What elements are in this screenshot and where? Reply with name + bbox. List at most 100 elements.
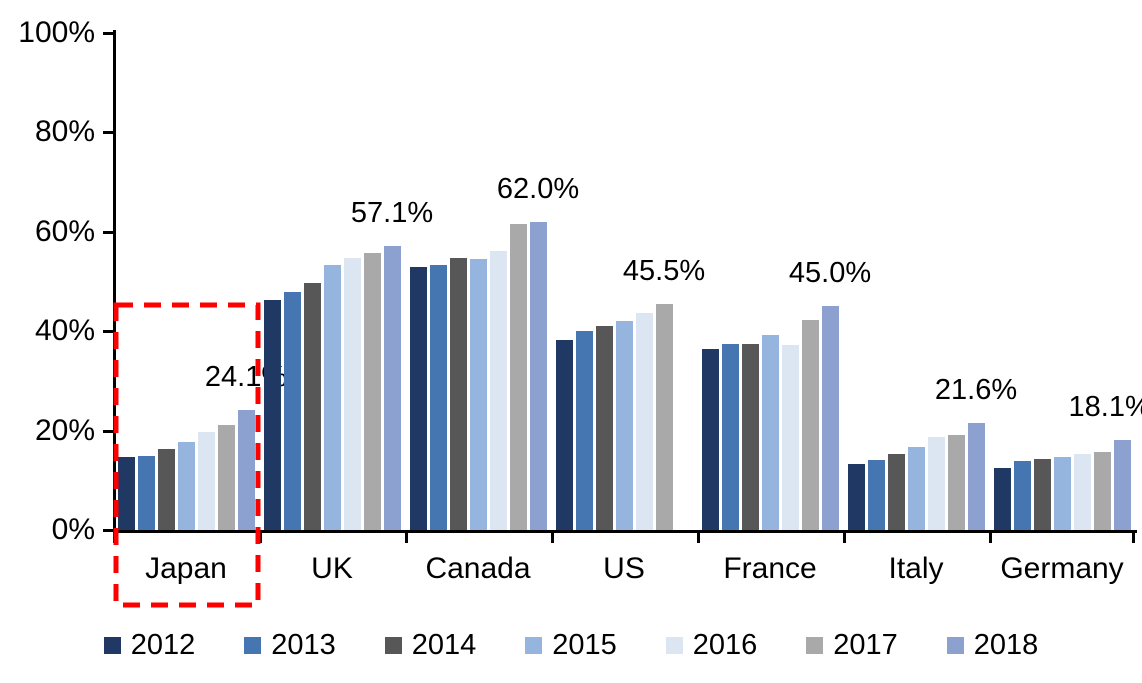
bar-uk-2015 — [323, 264, 341, 530]
data-label-uk: 57.1% — [350, 197, 434, 230]
data-label-canada: 62.0% — [496, 172, 580, 205]
legend-label-2012: 2012 — [130, 629, 196, 661]
bar-japan-2017 — [217, 424, 235, 530]
y-axis-tick — [103, 529, 114, 532]
legend-swatch-2014 — [384, 637, 402, 654]
bar-france-2014 — [741, 343, 759, 530]
legend-label-2013: 2013 — [271, 629, 336, 661]
bar-canada-2012 — [409, 267, 427, 530]
data-label-us: 45.5% — [622, 254, 706, 287]
x-axis-tick — [259, 531, 262, 543]
bar-us-2016 — [635, 313, 653, 530]
legend-swatch-2018 — [946, 637, 964, 654]
y-axis-tick-label: 60% — [34, 214, 95, 248]
bar-italy-2018 — [967, 422, 985, 530]
x-axis-tick — [113, 531, 116, 543]
category-label-us: US — [603, 552, 645, 585]
bar-us-2014 — [595, 325, 613, 530]
bar-japan-2016 — [197, 431, 215, 530]
bar-germany-2012 — [993, 467, 1011, 530]
bar-canada-2013 — [429, 264, 447, 530]
bar-japan-2012 — [117, 456, 135, 530]
legend-swatch-2017 — [806, 637, 824, 654]
legend-swatch-2015 — [525, 637, 543, 654]
x-axis-tick — [1132, 531, 1135, 543]
bar-canada-2017 — [509, 224, 527, 530]
y-axis-tick-label: 80% — [34, 115, 95, 149]
bar-germany-2016 — [1073, 454, 1091, 530]
y-axis-tick-label: 100% — [18, 16, 95, 49]
x-axis-line — [113, 530, 1137, 533]
category-label-uk: UK — [311, 552, 353, 585]
x-axis-tick — [697, 531, 700, 543]
legend-label-2016: 2016 — [692, 629, 758, 661]
bar-germany-2015 — [1053, 457, 1071, 530]
category-label-germany: Germany — [1000, 552, 1124, 585]
data-label-italy: 21.6% — [934, 373, 1018, 406]
bar-canada-2016 — [489, 250, 507, 530]
category-label-japan: Japan — [145, 552, 227, 585]
bar-uk-2013 — [283, 292, 301, 530]
bar-france-2017 — [801, 319, 819, 530]
bar-france-2018 — [821, 306, 839, 530]
bar-germany-2017 — [1093, 451, 1111, 530]
legend-label-2014: 2014 — [411, 629, 477, 661]
legend-label-2015: 2015 — [552, 629, 617, 661]
legend-swatch-2013 — [244, 637, 262, 654]
y-axis-line — [113, 30, 116, 533]
bar-us-2015 — [615, 320, 633, 530]
bar-uk-2016 — [343, 257, 361, 530]
bar-us-2012 — [555, 340, 573, 530]
legend-item-2014: 2014 — [384, 629, 477, 662]
bar-us-2013 — [575, 331, 593, 530]
category-label-italy: Italy — [888, 552, 944, 585]
legend-swatch-2012 — [103, 637, 121, 654]
bar-uk-2018 — [383, 246, 401, 530]
y-axis-tick — [103, 32, 114, 35]
legend-swatch-2016 — [665, 637, 683, 654]
data-label-germany: 18.1% — [1068, 391, 1142, 424]
bar-germany-2014 — [1033, 458, 1051, 530]
bar-italy-2014 — [887, 454, 905, 530]
bar-canada-2014 — [449, 257, 467, 530]
legend-item-2016: 2016 — [665, 629, 758, 662]
bar-japan-2013 — [137, 456, 155, 530]
legend-label-2017: 2017 — [833, 629, 898, 661]
bar-canada-2015 — [469, 258, 487, 530]
bar-germany-2013 — [1013, 460, 1031, 530]
legend-item-2017: 2017 — [806, 629, 898, 662]
bar-france-2013 — [721, 343, 739, 530]
bar-japan-2014 — [157, 448, 175, 530]
bar-italy-2015 — [907, 446, 925, 530]
bar-japan-2018 — [237, 410, 255, 530]
y-axis-tick-label: 40% — [34, 314, 95, 348]
legend-label-2018: 2018 — [973, 629, 1039, 661]
bar-us-2017 — [655, 303, 673, 530]
bar-uk-2017 — [363, 252, 381, 530]
y-axis-tick-label: 20% — [34, 413, 95, 447]
bar-france-2012 — [701, 349, 719, 530]
bar-italy-2017 — [947, 434, 965, 530]
x-axis-tick — [551, 531, 554, 543]
bar-italy-2013 — [867, 459, 885, 530]
x-axis-tick — [989, 531, 992, 543]
bar-uk-2014 — [303, 282, 321, 530]
category-label-canada: Canada — [425, 552, 531, 585]
bar-italy-2016 — [927, 436, 945, 530]
y-axis-tick — [103, 330, 114, 334]
legend-item-2015: 2015 — [525, 629, 617, 662]
bar-uk-2012 — [263, 299, 281, 530]
x-axis-tick — [405, 531, 408, 543]
bar-italy-2012 — [847, 464, 865, 530]
legend-item-2013: 2013 — [244, 629, 336, 662]
bar-france-2016 — [781, 344, 799, 530]
category-label-france: France — [723, 552, 817, 585]
bar-canada-2018 — [529, 221, 547, 530]
y-axis-tick — [103, 429, 114, 433]
bar-japan-2015 — [177, 441, 195, 530]
data-label-france: 45.0% — [788, 257, 872, 290]
legend: 2012 2013 2014 2015 2016 2017 2018 — [0, 629, 1142, 662]
x-axis-tick — [843, 531, 846, 543]
y-axis-tick — [103, 230, 114, 234]
